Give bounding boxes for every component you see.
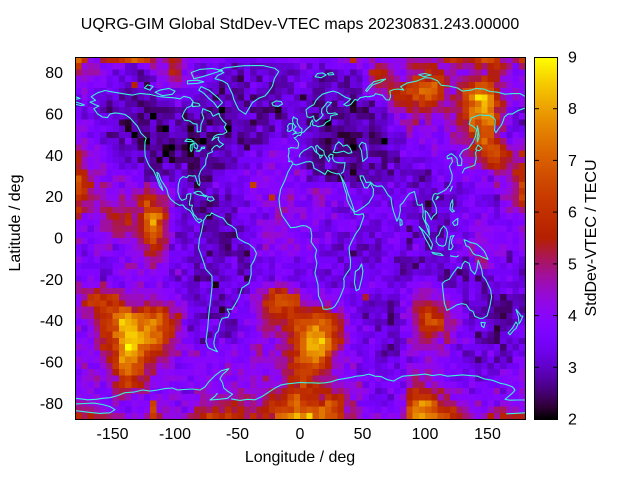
svg-text:Longitude / deg: Longitude / deg (245, 449, 355, 466)
svg-text:6: 6 (568, 205, 577, 222)
svg-text:-40: -40 (40, 313, 63, 330)
svg-text:150: 150 (474, 426, 501, 443)
svg-text:9: 9 (568, 50, 577, 67)
svg-text:2: 2 (568, 412, 577, 429)
svg-text:8: 8 (568, 101, 577, 118)
svg-text:-80: -80 (40, 396, 63, 413)
svg-text:80: 80 (45, 65, 63, 82)
svg-text:-20: -20 (40, 272, 63, 289)
svg-text:0: 0 (54, 231, 63, 248)
svg-text:-50: -50 (226, 426, 249, 443)
svg-text:-60: -60 (40, 355, 63, 372)
svg-text:40: 40 (45, 148, 63, 165)
svg-text:5: 5 (568, 256, 577, 273)
svg-text:3: 3 (568, 360, 577, 377)
svg-text:Latitude / deg: Latitude / deg (7, 175, 24, 272)
svg-text:4: 4 (568, 308, 577, 325)
svg-text:StdDev-VTEC / TECU: StdDev-VTEC / TECU (583, 159, 600, 316)
svg-text:50: 50 (354, 426, 372, 443)
svg-text:-100: -100 (159, 426, 191, 443)
svg-text:20: 20 (45, 189, 63, 206)
svg-text:0: 0 (296, 426, 305, 443)
svg-text:100: 100 (412, 426, 439, 443)
svg-text:-150: -150 (96, 426, 128, 443)
svg-text:7: 7 (568, 153, 577, 170)
svg-text:60: 60 (45, 106, 63, 123)
svg-text:UQRG-GIM Global StdDev-VTEC ma: UQRG-GIM Global StdDev-VTEC maps 2023083… (81, 16, 520, 33)
